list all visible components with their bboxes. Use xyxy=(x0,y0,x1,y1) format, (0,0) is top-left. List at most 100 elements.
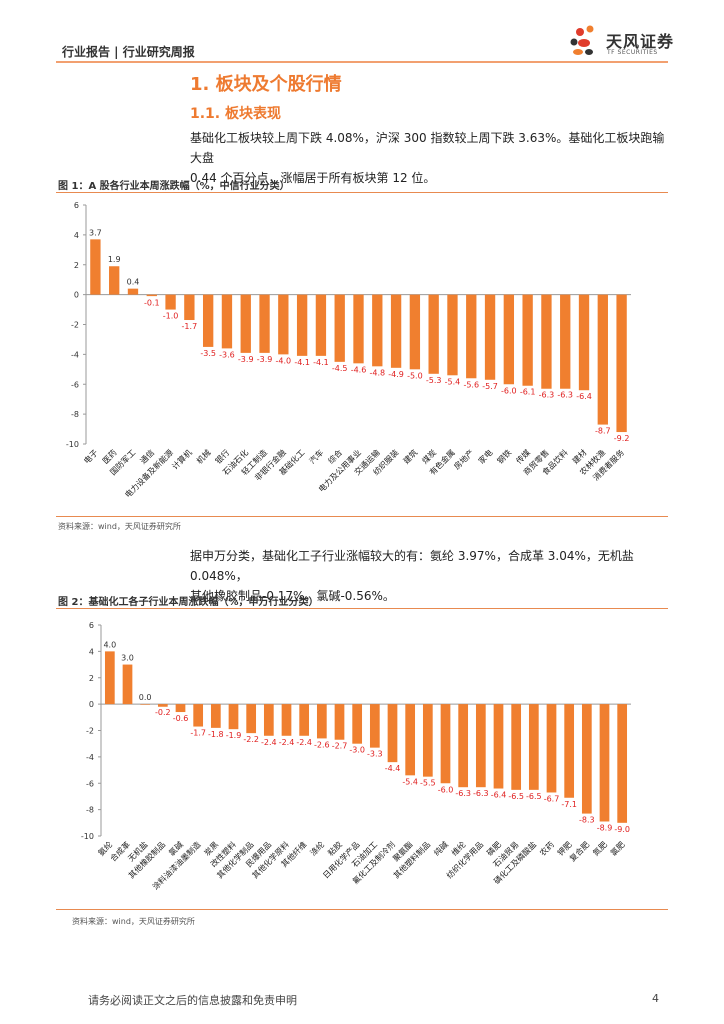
bar xyxy=(210,704,221,728)
y-tick-label: 0 xyxy=(74,291,79,300)
bar xyxy=(296,294,308,356)
y-tick-label: -4 xyxy=(86,753,94,762)
figure-2-bottom-rule xyxy=(56,909,668,910)
bar xyxy=(109,266,120,295)
bar xyxy=(246,704,257,734)
data-label: -4.9 xyxy=(388,370,404,379)
y-tick-label: 4 xyxy=(74,231,79,240)
figure-1-bar-chart: -10-8-6-4-202463.7电子1.9医药0.4国防军工-0.1通信-1… xyxy=(66,201,631,500)
bar xyxy=(447,294,458,376)
data-label: -5.5 xyxy=(420,779,436,788)
data-label: -6.3 xyxy=(557,391,573,400)
bar xyxy=(617,704,628,823)
data-label: -3.0 xyxy=(349,746,365,755)
data-label: -8.7 xyxy=(595,427,611,436)
bar xyxy=(157,704,168,707)
y-tick-label: -4 xyxy=(71,350,79,359)
data-label: -5.7 xyxy=(482,382,498,391)
category-label: 家电 xyxy=(476,447,494,465)
y-tick-label: -8 xyxy=(86,806,94,815)
data-label: -1.7 xyxy=(182,322,198,331)
y-tick-label: -10 xyxy=(81,832,94,841)
bar xyxy=(315,294,327,356)
data-label: -0.2 xyxy=(155,708,171,717)
bar xyxy=(599,704,610,822)
bar xyxy=(193,704,204,727)
data-label: -4.0 xyxy=(276,356,292,365)
bar xyxy=(165,294,176,310)
company-logo-icon xyxy=(570,25,594,55)
bar xyxy=(466,294,477,379)
data-label: -3.3 xyxy=(367,750,383,759)
category-label: 电子 xyxy=(81,447,99,465)
y-tick-label: 6 xyxy=(74,201,79,210)
data-label: -7.1 xyxy=(561,800,577,809)
data-label: -6.4 xyxy=(576,392,592,401)
data-label: -2.4 xyxy=(279,738,295,747)
bar xyxy=(428,294,439,374)
data-label: -4.6 xyxy=(351,365,367,374)
bar xyxy=(278,294,289,355)
bar xyxy=(140,704,151,705)
data-label: -0.6 xyxy=(173,714,189,723)
data-label: -5.0 xyxy=(407,371,423,380)
bar xyxy=(511,704,522,790)
bar xyxy=(503,294,515,385)
bar xyxy=(484,294,496,380)
figure-2-bar-chart: -10-8-6-4-202464.0氨纶3.0合成革0.0无机盐-0.2其他橡胶… xyxy=(81,621,631,892)
category-label: 氯肥 xyxy=(608,839,626,857)
data-label: -5.3 xyxy=(426,376,442,385)
y-tick-label: -10 xyxy=(66,440,79,449)
data-label: 0.4 xyxy=(127,278,140,287)
figure-2-title: 图 2：基础化工各子行业本周涨跌幅（%，申万行业分类） xyxy=(58,597,319,608)
data-label: -3.9 xyxy=(238,355,254,364)
y-tick-label: -8 xyxy=(71,410,79,419)
data-label: -0.1 xyxy=(144,299,160,308)
section-title: 1. 板块及个股行情 xyxy=(190,74,342,95)
bar xyxy=(228,704,239,730)
bar xyxy=(578,294,590,391)
category-label: 计算机 xyxy=(170,447,194,471)
data-label: -5.4 xyxy=(402,777,418,786)
data-label: -4.8 xyxy=(369,368,385,377)
y-tick-label: -2 xyxy=(86,727,94,736)
y-tick-label: -2 xyxy=(71,321,79,330)
category-label: 纯碱 xyxy=(432,839,450,857)
brand-name-en: TF SECURITIES xyxy=(607,49,658,56)
category-label: 建筑 xyxy=(401,447,419,465)
category-label: 钢铁 xyxy=(495,447,513,465)
bar xyxy=(528,704,539,790)
page-number: 4 xyxy=(652,992,659,1005)
bar xyxy=(240,294,251,353)
paragraph-1: 基础化工板块较上周下跌 4.08%，沪深 300 指数较上周下跌 3.63%。基… xyxy=(190,128,666,188)
data-label: 3.0 xyxy=(121,654,134,663)
data-label: -6.5 xyxy=(526,792,542,801)
data-label: -5.4 xyxy=(445,377,461,386)
data-label: 0.0 xyxy=(139,693,152,702)
bar xyxy=(616,294,627,433)
bar xyxy=(541,294,552,389)
bar xyxy=(522,294,533,386)
y-tick-label: 2 xyxy=(89,674,94,683)
footer-disclaimer: 请务必阅读正文之后的信息披露和免责申明 xyxy=(88,994,297,1007)
bar xyxy=(564,704,575,798)
data-label: -2.4 xyxy=(261,738,277,747)
bar xyxy=(122,664,133,705)
data-label: -2.7 xyxy=(332,742,348,751)
data-label: -8.3 xyxy=(579,816,595,825)
data-label: -2.6 xyxy=(314,740,330,749)
category-label: 机械 xyxy=(194,447,212,465)
category-label: 农药 xyxy=(538,839,556,857)
bar xyxy=(409,294,421,370)
bar xyxy=(184,294,195,321)
y-tick-label: 0 xyxy=(89,700,94,709)
data-label: -1.7 xyxy=(190,729,206,738)
bar xyxy=(221,294,233,349)
data-label: -6.4 xyxy=(491,791,507,800)
bar xyxy=(440,704,451,784)
figure-1-bottom-rule xyxy=(56,516,668,517)
data-label: -6.0 xyxy=(438,785,454,794)
data-label: -9.0 xyxy=(614,825,630,834)
data-label: -3.5 xyxy=(200,349,216,358)
data-label: -4.5 xyxy=(332,364,348,373)
